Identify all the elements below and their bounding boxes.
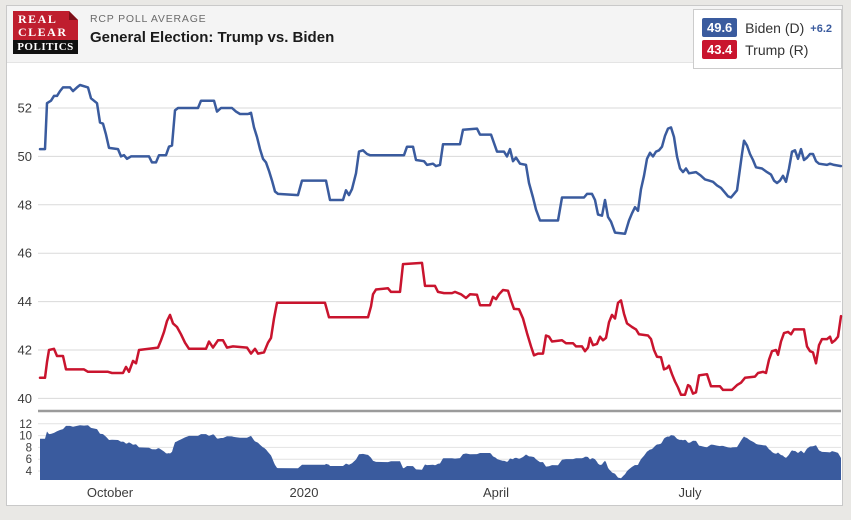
rcp-logo[interactable]: REAL CLEAR POLITICS	[13, 11, 78, 54]
spread-area	[40, 425, 841, 480]
svg-text:October: October	[87, 485, 134, 500]
logo-line-clear: CLEAR	[18, 25, 68, 39]
chart-card	[6, 5, 843, 506]
legend: 49.6 Biden (D) +6.2 43.4 Trump (R)	[693, 9, 842, 69]
biden-label: Biden (D)	[745, 19, 805, 36]
legend-row-biden[interactable]: 49.6 Biden (D) +6.2	[702, 18, 832, 37]
biden-line	[38, 83, 843, 236]
svg-text:2020: 2020	[290, 485, 319, 500]
legend-row-trump[interactable]: 43.4 Trump (R)	[702, 40, 832, 59]
trump-line	[38, 261, 843, 397]
trump-label: Trump (R)	[745, 41, 809, 58]
svg-text:12: 12	[19, 419, 32, 431]
svg-text:April: April	[483, 485, 509, 500]
rcp-logo-red-block: REAL CLEAR	[13, 11, 78, 40]
header-text: RCP POLL AVERAGE General Election: Trump…	[90, 13, 334, 46]
x-axis-labels: October 2020 April July	[87, 485, 702, 500]
svg-text:July: July	[678, 485, 702, 500]
svg-text:46: 46	[18, 246, 32, 261]
svg-text:40: 40	[18, 391, 32, 406]
svg-text:6: 6	[26, 454, 32, 466]
main-y-axis-labels: 52 50 48 46 44 42 40	[18, 101, 32, 406]
trump-value-badge: 43.4	[702, 40, 738, 59]
svg-text:8: 8	[26, 442, 32, 454]
svg-text:10: 10	[19, 431, 32, 443]
main-gridlines	[38, 107, 841, 399]
biden-value-badge: 49.6	[702, 18, 738, 37]
svg-text:48: 48	[18, 197, 32, 212]
svg-text:50: 50	[18, 149, 32, 164]
page-title: General Election: Trump vs. Biden	[90, 29, 335, 46]
svg-text:52: 52	[18, 101, 32, 116]
svg-text:4: 4	[26, 466, 33, 478]
logo-line-politics: POLITICS	[13, 40, 78, 54]
poll-average-kicker: RCP POLL AVERAGE	[90, 13, 207, 25]
svg-text:42: 42	[18, 343, 32, 358]
logo-fold-corner	[69, 11, 78, 20]
logo-line-real: REAL	[18, 12, 58, 26]
svg-text:44: 44	[18, 294, 32, 309]
biden-spread-value: +6.2	[810, 22, 832, 35]
